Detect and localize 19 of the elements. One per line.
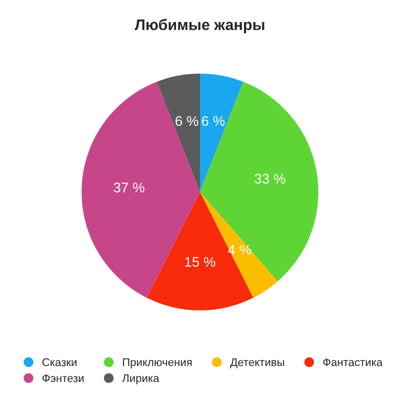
legend-label: Детективы	[230, 358, 284, 368]
data-label: 4 %	[228, 244, 252, 255]
chart-title: Любимые жанры	[134, 18, 264, 34]
pie-slice	[200, 82, 318, 282]
pie-slice	[200, 74, 244, 192]
data-label: 37 %	[114, 182, 144, 192]
pie-slice	[82, 82, 200, 298]
legend-label: Сказки	[42, 358, 76, 366]
pie-slice	[156, 74, 200, 192]
data-label: 15 %	[185, 256, 216, 267]
data-label: 6 %	[176, 116, 198, 126]
legend-label: Приключения	[122, 358, 192, 368]
legend-label: Фэнтези	[42, 374, 84, 382]
legend-label: Лирика	[122, 374, 160, 384]
pie-slice	[146, 192, 254, 310]
legend-label: Фантастика	[323, 358, 383, 366]
data-label: 33 %	[254, 174, 286, 184]
pie-slice	[200, 192, 278, 298]
data-label: 6 %	[202, 116, 225, 126]
